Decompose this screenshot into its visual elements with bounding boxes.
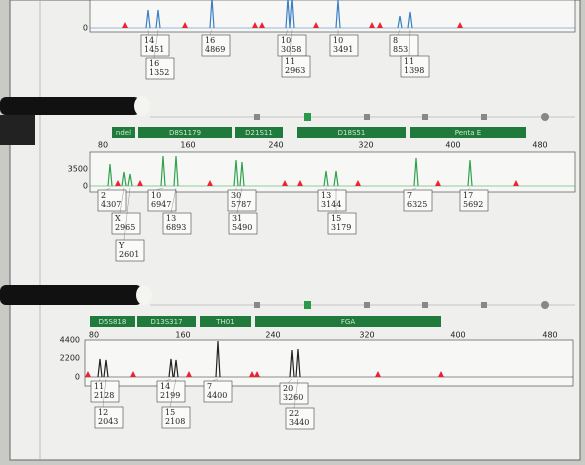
- photo: 0141451161352164869103058112963103491885…: [0, 0, 585, 465]
- peak-height: 2108: [165, 417, 185, 426]
- peak-height: 5692: [463, 200, 483, 209]
- peak-height: 3179: [331, 223, 351, 232]
- allele-label: 10: [151, 191, 161, 200]
- peak-height: 4400: [207, 391, 227, 400]
- dot: [304, 113, 311, 121]
- peak-height: 3260: [283, 393, 303, 402]
- pen: [0, 285, 152, 305]
- x-tick-label: 80: [89, 331, 99, 340]
- x-tick-label: 320: [359, 331, 374, 340]
- allele-label: 30: [231, 191, 241, 200]
- plot-frame: [90, 0, 575, 32]
- peak-height: 853: [393, 45, 408, 54]
- x-tick-label: 160: [175, 331, 190, 340]
- allele-label: 16: [205, 36, 215, 45]
- marker-label: D21S11: [245, 129, 273, 137]
- y-tick-label: 4400: [60, 336, 80, 345]
- allele-label: 22: [289, 409, 299, 418]
- plot-frame: [85, 340, 573, 386]
- peak-height: 3144: [321, 200, 341, 209]
- peak-height: 1451: [144, 45, 164, 54]
- x-tick-label: 160: [180, 141, 195, 150]
- x-tick-label: 480: [542, 331, 557, 340]
- y-tick-label: 2200: [60, 354, 80, 363]
- peak-height: 2199: [160, 391, 180, 400]
- allele-label: 20: [283, 384, 293, 393]
- peak-height: 2601: [119, 250, 139, 259]
- y-tick-label: 0: [75, 373, 80, 382]
- x-tick-label: 240: [265, 331, 280, 340]
- peak-height: 6893: [166, 223, 186, 232]
- allele-label: 17: [463, 191, 473, 200]
- allele-label: 15: [331, 214, 341, 223]
- x-tick-label: 400: [445, 141, 460, 150]
- y-tick-label: 0: [83, 24, 88, 33]
- allele-label: 11: [94, 382, 104, 391]
- allele-label: 13: [321, 191, 331, 200]
- marker-label: D5S818: [99, 318, 127, 326]
- peak-height: 1398: [404, 66, 424, 75]
- peak-height: 2963: [285, 66, 305, 75]
- allele-label: 14: [160, 382, 170, 391]
- allele-label: 31: [232, 214, 242, 223]
- dot: [304, 301, 311, 309]
- allele-label: 8: [393, 36, 398, 45]
- marker-label: FGA: [341, 318, 355, 326]
- peak-height: 3058: [281, 45, 301, 54]
- allele-label: 7: [407, 191, 412, 200]
- dot: [481, 114, 487, 120]
- peak-height: 3440: [289, 418, 309, 427]
- dot: [422, 302, 428, 308]
- dot: [254, 114, 260, 120]
- allele-label: 14: [144, 36, 154, 45]
- allele-label: 12: [98, 408, 108, 417]
- allele-label: 11: [285, 57, 295, 66]
- x-tick-label: 80: [98, 141, 108, 150]
- dot: [364, 114, 370, 120]
- allele-label: 10: [333, 36, 343, 45]
- peak-height: 3491: [333, 45, 353, 54]
- peak-height: 5787: [231, 200, 251, 209]
- dot: [422, 114, 428, 120]
- peak-height: 1352: [149, 68, 169, 77]
- marker-label: D13S317: [150, 318, 182, 326]
- dot: [541, 113, 549, 121]
- dot: [481, 302, 487, 308]
- marker-label: D18S51: [338, 129, 366, 137]
- peak-height: 5490: [232, 223, 252, 232]
- x-tick-label: 480: [532, 141, 547, 150]
- dot: [364, 302, 370, 308]
- marker-label: Penta E: [455, 129, 481, 137]
- allele-label: 16: [149, 59, 159, 68]
- peak-height: 6325: [407, 200, 427, 209]
- allele-label: Y: [118, 241, 125, 250]
- x-tick-label: 400: [450, 331, 465, 340]
- y-tick-label: 0: [83, 182, 88, 191]
- dot: [254, 302, 260, 308]
- allele-label: 10: [281, 36, 291, 45]
- x-tick-label: 240: [268, 141, 283, 150]
- y-tick-label: 3500: [68, 165, 88, 174]
- peak-height: 2043: [98, 417, 118, 426]
- allele-label: 13: [166, 214, 176, 223]
- peak-height: 6947: [151, 200, 171, 209]
- peak-height: 4307: [101, 200, 121, 209]
- marker-label: TH01: [215, 318, 234, 326]
- marker-label: ndel: [116, 129, 131, 137]
- allele-label: 15: [165, 408, 175, 417]
- dot: [541, 301, 549, 309]
- allele-label: X: [115, 214, 121, 223]
- allele-label: 11: [404, 57, 414, 66]
- allele-label: 2: [101, 191, 106, 200]
- allele-label: 7: [207, 382, 212, 391]
- peak-height: 4869: [205, 45, 225, 54]
- x-tick-label: 320: [358, 141, 373, 150]
- marker-label: D8S1179: [169, 129, 201, 137]
